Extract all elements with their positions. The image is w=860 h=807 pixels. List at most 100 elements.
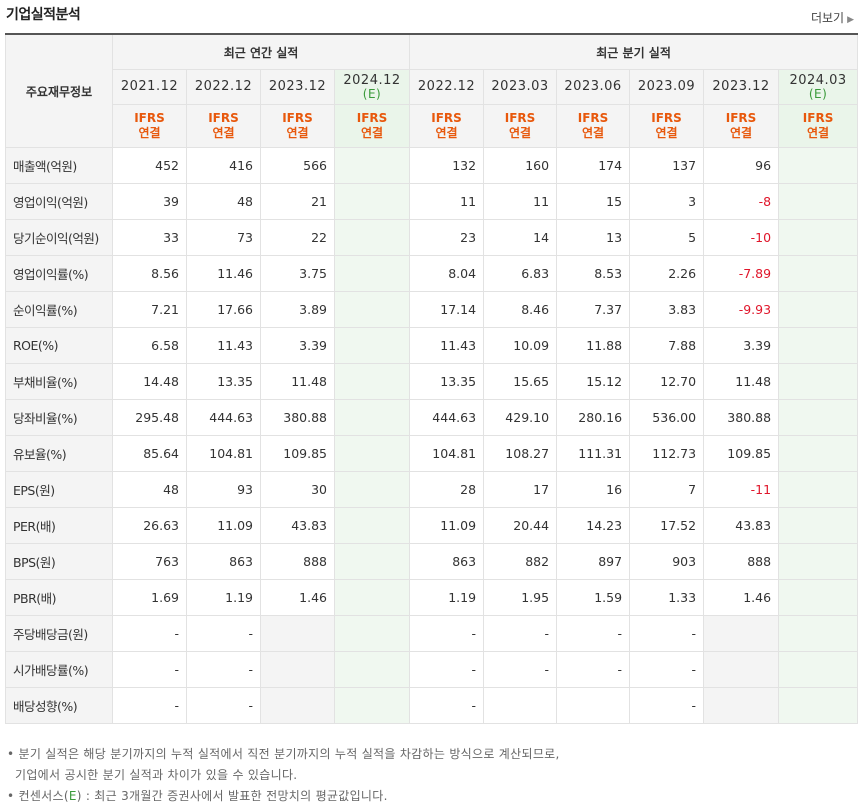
table-cell: 39 [112,183,187,220]
table-cell: 17.52 [629,507,705,544]
table-cell: - [186,615,261,652]
table-cell: - [556,615,631,652]
row-label: ROE(%) [5,327,113,364]
table-cell: 444.63 [409,399,485,436]
table-cell: -8 [703,183,780,220]
accounting-standard: IFRS 연결 [112,104,187,148]
table-cell: 12.70 [629,363,705,400]
period-header: 2021.12 [112,69,187,105]
table-cell: 280.16 [556,399,631,436]
table-cell [333,327,411,364]
table-row: PBR(배) 1.69 1.19 1.46 1.19 1.95 1.59 1.33 1.46 [5,579,859,616]
table-cell: 17.14 [409,291,485,328]
row-label: 부채비율(%) [5,363,113,400]
table-cell: - [112,651,187,688]
arrow-right-icon: ▶ [847,15,854,25]
table-cell: 11.09 [186,507,261,544]
footnotes: • 분기 실적은 해당 분기까지의 누적 실적에서 직전 분기까지의 누적 실적… [7,744,560,807]
table-cell: 863 [409,543,485,580]
table-cell [260,615,335,652]
table-cell: 2.26 [629,255,705,292]
table-cell: 43.83 [260,507,335,544]
table-cell: 14.48 [112,363,187,400]
more-link[interactable]: 더보기 ▶ [811,9,854,26]
table-cell: 15 [556,183,631,220]
table-cell [778,219,859,256]
row-label: 유보율(%) [5,435,113,472]
table-cell: 73 [186,219,261,256]
period-label: 2021.12 [120,79,179,94]
table-cell: 48 [186,183,261,220]
table-cell: 536.00 [629,399,705,436]
table-cell: - [629,687,705,724]
table-cell [333,291,411,328]
table-cell: 111.31 [556,435,631,472]
footnote-2: • 컨센서스(E) : 최근 3개월간 증권사에서 발표한 전망치의 평균값입니… [7,789,388,803]
table-cell: 1.33 [629,579,705,616]
table-cell: 1.46 [260,579,335,616]
table-cell: 763 [112,543,187,580]
row-label: BPS(원) [5,543,113,580]
table-cell: 8.46 [483,291,558,328]
table-cell: -9.93 [703,291,780,328]
table-cell: 10.09 [483,327,558,364]
period-label: 2023.03 [491,79,549,94]
table-row: 당기순이익(억원) 33 73 22 23 14 13 5 -10 [5,219,859,256]
table-cell: 11.46 [186,255,261,292]
table-cell: 14.23 [556,507,631,544]
table-cell: 863 [186,543,261,580]
table-row: 영업이익(억원) 39 48 21 11 11 15 3 -8 [5,183,859,220]
table-cell: 897 [556,543,631,580]
period-header: 2023.03 [483,69,558,105]
accounting-standard: IFRS 연결 [556,104,631,148]
table-cell [333,651,411,688]
period-label: 2023.09 [637,79,696,94]
table-cell [260,651,335,688]
accounting-standard: IFRS 연결 [703,104,780,148]
table-cell: - [112,615,187,652]
table-cell: 416 [186,147,261,184]
table-cell [778,147,859,184]
table-cell: 13.35 [409,363,485,400]
table-cell: 3.39 [260,327,335,364]
table-cell: 20.44 [483,507,558,544]
table-cell [778,543,859,580]
period-header: 2023.12 [260,69,335,105]
table-cell: 8.56 [112,255,187,292]
table-cell: 295.48 [112,399,187,436]
table-cell: 452 [112,147,187,184]
row-label: EPS(원) [5,471,113,508]
table-cell: 137 [629,147,705,184]
table-cell: 3.89 [260,291,335,328]
period-header: 2022.12 [409,69,485,105]
table-cell: 109.85 [703,435,780,472]
table-row: 유보율(%) 85.64 104.81 109.85 104.81 108.27 111.3… [5,435,859,472]
table-cell [333,363,411,400]
row-label: PBR(배) [5,579,113,616]
row-label: 시가배당률(%) [5,651,113,688]
period-label: 2023.06 [564,79,622,94]
row-label: 영업이익률(%) [5,255,113,292]
table-cell [333,435,411,472]
quarter-group-header: 최근 분기 실적 [409,33,859,70]
table-cell: 96 [703,147,780,184]
table-cell: - [483,615,558,652]
table-row: EPS(원) 48 93 30 28 17 16 7 -11 [5,471,859,508]
table-cell [333,471,411,508]
table-cell [778,471,859,508]
table-cell: - [629,615,705,652]
table-row: ROE(%) 6.58 11.43 3.39 11.43 10.09 11.88 7.88 3.… [5,327,859,364]
accounting-standard: IFRS 연결 [409,104,485,148]
table-cell: 14 [483,219,558,256]
period-label: 2023.12 [712,79,770,94]
table-cell: 85.64 [112,435,187,472]
table-cell [778,615,859,652]
accounting-standard: IFRS 연결 [778,104,859,148]
table-row: 배당성향(%) - - - - [5,687,859,724]
table-cell [778,651,859,688]
corner-header: 주요재무정보 [5,33,113,148]
table-cell [703,615,780,652]
table-cell [333,399,411,436]
table-cell: 7.21 [112,291,187,328]
table-row: 당좌비율(%) 295.48 444.63 380.88 444.63 429.10 280… [5,399,859,436]
